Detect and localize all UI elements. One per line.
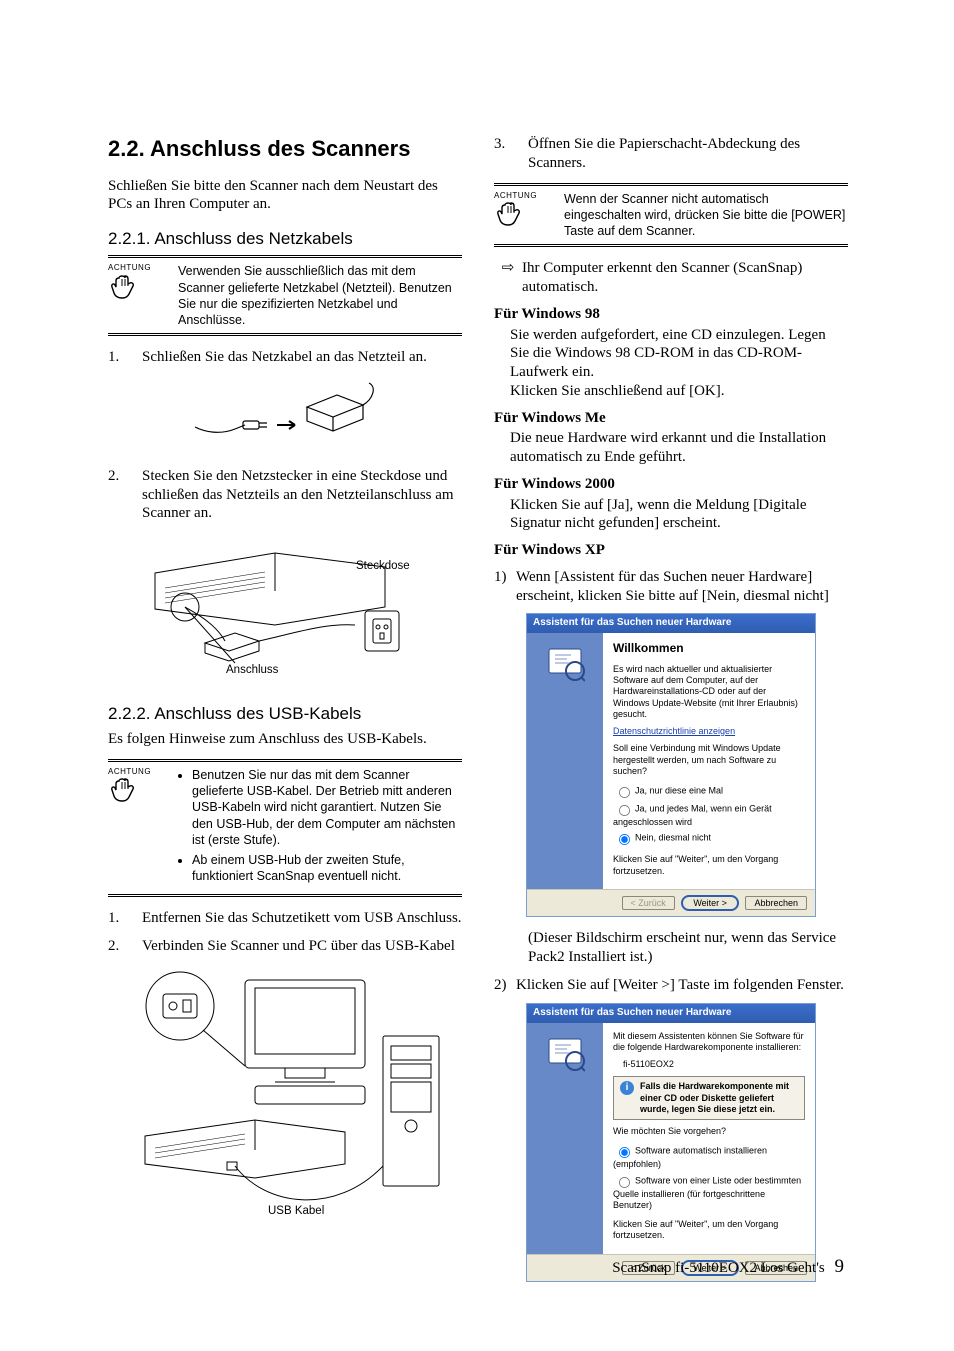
- os-winxp-title: Für Windows XP: [494, 541, 848, 560]
- label-usb-kabel: USB Kabel: [268, 1204, 324, 1218]
- os-winxp: Für Windows XP: [494, 541, 848, 560]
- caution-word: ACHTUNG: [108, 767, 170, 777]
- caution-box-power-button: ACHTUNG Wenn der Scanner nicht automatis…: [494, 183, 848, 248]
- wizard1-titlebar: Assistent für das Suchen neuer Hardware: [527, 614, 815, 633]
- wizard-dialog-1: Assistent für das Suchen neuer Hardware …: [526, 613, 816, 917]
- label-steckdose: Steckdose: [356, 559, 410, 573]
- caution-word: ACHTUNG: [494, 191, 556, 201]
- caution-usb-item-1: Benutzen Sie nur das mit dem Scanner gel…: [192, 767, 462, 848]
- caution-hand-icon: [494, 201, 556, 227]
- wizard1-radio-1[interactable]: Ja, nur diese eine Mal: [613, 783, 805, 799]
- winxp-substep-1: 1) Wenn [Assistent für das Suchen neuer …: [494, 568, 848, 606]
- section-2-2-1-title: 2.2.1. Anschluss des Netzkabels: [108, 228, 462, 249]
- wizard2-main: Mit diesem Assistenten können Sie Softwa…: [603, 1023, 815, 1254]
- steps-right: Öffnen Sie die Papierschacht-Abdeckung d…: [494, 135, 848, 173]
- result-text: Ihr Computer erkennt den Scanner (ScanSn…: [522, 259, 848, 297]
- caution-label: ACHTUNG: [108, 263, 170, 328]
- winxp-paren-note: (Dieser Bildschirm erscheint nur, wenn d…: [528, 929, 848, 967]
- os-win98: Für Windows 98 Sie werden aufgefordert, …: [494, 305, 848, 401]
- caution-box-power-cable: ACHTUNG Verwenden Sie ausschließlich das…: [108, 255, 462, 336]
- wizard2-radio-1[interactable]: Software automatisch installieren (empfo…: [613, 1143, 805, 1170]
- figure-power-adapter: [108, 377, 462, 453]
- wizard2-titlebar: Assistent für das Suchen neuer Hardware: [527, 1004, 815, 1023]
- wizard2-device: fi-5110EOX2: [623, 1059, 805, 1070]
- caution-box-usb: ACHTUNG Benutzen Sie nur das mit dem Sca…: [108, 759, 462, 897]
- wizard2-p2: Wie möchten Sie vorgehen?: [613, 1126, 805, 1137]
- arrow-icon: ⇨: [494, 259, 522, 297]
- section-2-2-intro: Schließen Sie bitte den Scanner nach dem…: [108, 177, 462, 215]
- left-column: 2.2. Anschluss des Scanners Schließen Si…: [108, 135, 462, 1294]
- right-column: Öffnen Sie die Papierschacht-Abdeckung d…: [494, 135, 848, 1294]
- step-222-1: Entfernen Sie das Schutzetikett vom USB …: [108, 909, 462, 928]
- info-icon: i: [620, 1081, 634, 1095]
- page-footer: ScanSnap fi-5110EOX2 Los Geht's 9: [612, 1255, 844, 1279]
- wizard1-p3: Klicken Sie auf "Weiter", um den Vorgang…: [613, 854, 805, 877]
- label-anschluss: Anschluss: [226, 663, 278, 677]
- wizard2-note-box: i Falls die Hardwarekomponente mit einer…: [613, 1076, 805, 1120]
- wizard2-note-text: Falls die Hardwarekomponente mit einer C…: [640, 1081, 798, 1115]
- os-winme: Für Windows Me Die neue Hardware wird er…: [494, 409, 848, 467]
- wizard1-cancel-button[interactable]: Abbrechen: [745, 896, 807, 910]
- caution-text: Wenn der Scanner nicht automatisch einge…: [564, 191, 848, 240]
- caution-text: Verwenden Sie ausschließlich das mit dem…: [178, 263, 462, 328]
- wizard1-p2: Soll eine Verbindung mit Windows Update …: [613, 743, 805, 777]
- caution-label: ACHTUNG: [108, 767, 170, 889]
- os-winme-body: Die neue Hardware wird erkannt und die I…: [510, 429, 848, 467]
- caution-text: Benutzen Sie nur das mit dem Scanner gel…: [178, 767, 462, 889]
- wizard2-radio-2[interactable]: Software von einer Liste oder bestimmten…: [613, 1173, 805, 1212]
- wizard1-radio-3[interactable]: Nein, diesmal nicht: [613, 830, 805, 846]
- wizard-dialog-2: Assistent für das Suchen neuer Hardware …: [526, 1003, 816, 1282]
- os-win2000-title: Für Windows 2000: [494, 475, 848, 494]
- os-winme-title: Für Windows Me: [494, 409, 848, 428]
- caution-word: ACHTUNG: [108, 263, 170, 273]
- wizard1-p1: Es wird nach aktueller und aktualisierte…: [613, 664, 805, 720]
- winxp-substep-2: 2) Klicken Sie auf [Weiter >] Taste im f…: [494, 976, 848, 995]
- wizard2-side-graphic: [527, 1023, 603, 1254]
- wizard2-p3: Klicken Sie auf "Weiter", um den Vorgang…: [613, 1219, 805, 1242]
- section-2-2-title: 2.2. Anschluss des Scanners: [108, 135, 462, 163]
- caution-hand-icon: [108, 777, 170, 803]
- figure-scanner-pc-usb: USB Kabel: [108, 966, 462, 1232]
- caution-hand-icon: [108, 274, 170, 300]
- section-2-2-2-intro: Es folgen Hinweise zum Anschluss des USB…: [108, 730, 462, 749]
- steps-221b: Stecken Sie den Netzstecker in eine Stec…: [108, 467, 462, 523]
- os-win2000: Für Windows 2000 Klicken Sie auf [Ja], w…: [494, 475, 848, 533]
- footer-text: ScanSnap fi-5110EOX2 Los Geht's: [612, 1260, 825, 1276]
- wizard1-radios: Ja, nur diese eine Mal Ja, und jedes Mal…: [613, 783, 805, 846]
- section-2-2-2-title: 2.2.2. Anschluss des USB-Kabels: [108, 703, 462, 724]
- figure-scanner-power: Anschluss Steckdose: [108, 533, 462, 689]
- wizard2-radios: Software automatisch installieren (empfo…: [613, 1143, 805, 1211]
- wizard1-main: Willkommen Es wird nach aktueller und ak…: [603, 633, 815, 889]
- wizard1-next-button[interactable]: Weiter >: [681, 895, 739, 911]
- os-win98-body: Sie werden aufgefordert, eine CD einzule…: [510, 326, 848, 401]
- wizard1-privacy-link[interactable]: Datenschutzrichtlinie anzeigen: [613, 726, 735, 736]
- step-222-2: Verbinden Sie Scanner und PC über das US…: [108, 937, 462, 956]
- wizard1-side-graphic: [527, 633, 603, 889]
- os-win98-title: Für Windows 98: [494, 305, 848, 324]
- wizard1-radio-2[interactable]: Ja, und jedes Mal, wenn ein Gerät angesc…: [613, 801, 805, 828]
- steps-222: Entfernen Sie das Schutzetikett vom USB …: [108, 909, 462, 957]
- page-number: 9: [835, 1256, 845, 1277]
- caution-usb-item-2: Ab einem USB-Hub der zweiten Stufe, funk…: [192, 852, 462, 885]
- step-221-1: Schließen Sie das Netzkabel an das Netzt…: [108, 348, 462, 367]
- steps-221: Schließen Sie das Netzkabel an das Netzt…: [108, 348, 462, 367]
- result-line: ⇨ Ihr Computer erkennt den Scanner (Scan…: [494, 259, 848, 297]
- step-221-2: Stecken Sie den Netzstecker in eine Stec…: [108, 467, 462, 523]
- step-right-3: Öffnen Sie die Papierschacht-Abdeckung d…: [494, 135, 848, 173]
- wizard2-p1: Mit diesem Assistenten können Sie Softwa…: [613, 1031, 805, 1054]
- page-content: 2.2. Anschluss des Scanners Schließen Si…: [108, 135, 848, 1294]
- wizard1-buttons: < Zurück Weiter > Abbrechen: [527, 889, 815, 916]
- caution-label: ACHTUNG: [494, 191, 556, 240]
- wizard1-heading: Willkommen: [613, 641, 805, 656]
- os-win2000-body: Klicken Sie auf [Ja], wenn die Meldung […: [510, 496, 848, 534]
- wizard1-back-button[interactable]: < Zurück: [622, 896, 675, 910]
